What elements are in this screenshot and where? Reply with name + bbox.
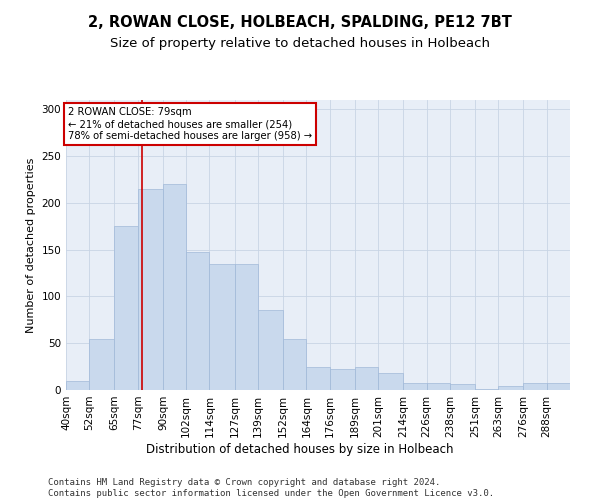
Bar [355, 366, 378, 390]
Bar [115, 226, 138, 390]
Bar [307, 366, 329, 390]
Bar [138, 189, 163, 390]
Text: Size of property relative to detached houses in Holbeach: Size of property relative to detached ho… [110, 38, 490, 51]
Bar [283, 338, 307, 390]
Bar [523, 382, 547, 390]
Bar [235, 264, 258, 390]
Y-axis label: Number of detached properties: Number of detached properties [26, 158, 36, 332]
Bar [475, 389, 498, 390]
Text: Distribution of detached houses by size in Holbeach: Distribution of detached houses by size … [146, 442, 454, 456]
Bar [209, 264, 235, 390]
Bar [498, 386, 523, 390]
Bar [258, 310, 283, 390]
Bar [450, 384, 475, 390]
Bar [163, 184, 186, 390]
Bar [403, 382, 427, 390]
Text: 2, ROWAN CLOSE, HOLBEACH, SPALDING, PE12 7BT: 2, ROWAN CLOSE, HOLBEACH, SPALDING, PE12… [88, 15, 512, 30]
Text: 2 ROWAN CLOSE: 79sqm
← 21% of detached houses are smaller (254)
78% of semi-deta: 2 ROWAN CLOSE: 79sqm ← 21% of detached h… [68, 108, 312, 140]
Bar [66, 380, 89, 390]
Bar [89, 338, 115, 390]
Text: Contains HM Land Registry data © Crown copyright and database right 2024.
Contai: Contains HM Land Registry data © Crown c… [48, 478, 494, 498]
Bar [329, 370, 355, 390]
Bar [547, 382, 570, 390]
Bar [186, 252, 209, 390]
Bar [427, 384, 450, 390]
Bar [378, 373, 403, 390]
